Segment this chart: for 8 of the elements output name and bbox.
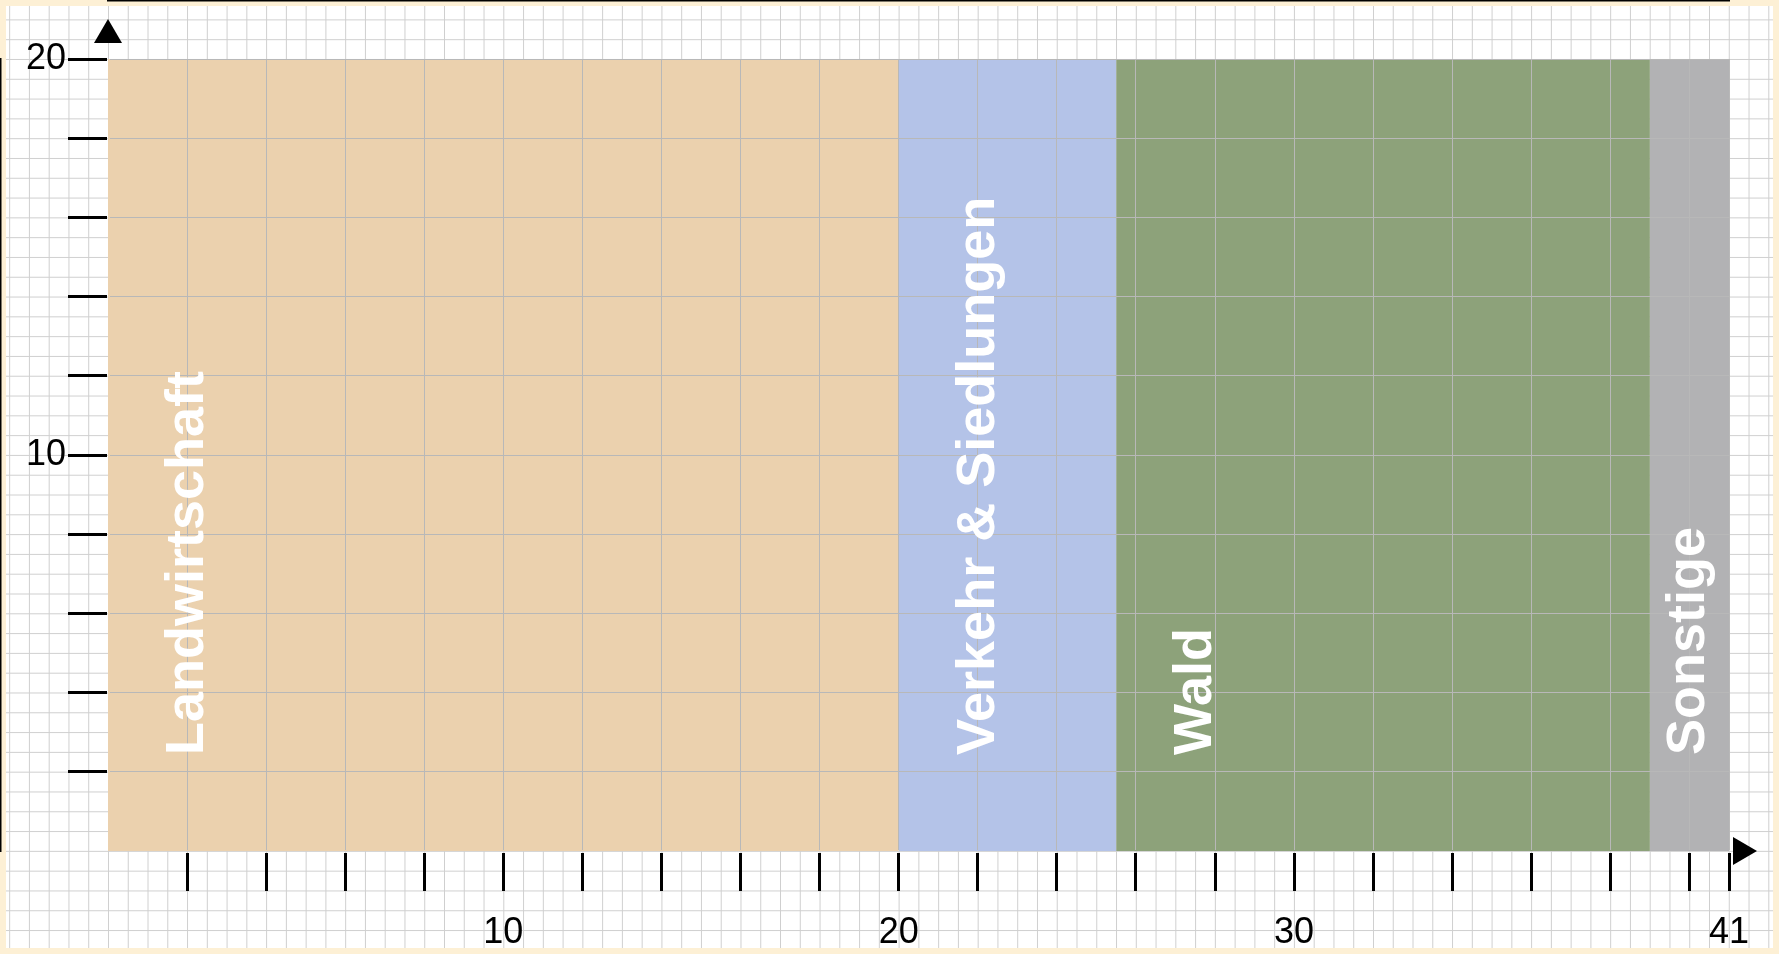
x-tick-label: 20	[878, 909, 919, 951]
x-tick-label: 10	[483, 909, 524, 951]
x-tick-label: 30	[1274, 909, 1315, 951]
series-label: Verkehr & Siedlungen	[944, 196, 1005, 755]
series-label: Sonstige	[1655, 526, 1716, 755]
series-label: Wald	[1162, 628, 1223, 755]
series-label: Landwirtschaft	[153, 370, 214, 755]
x-tick-label: 41	[1708, 909, 1750, 951]
